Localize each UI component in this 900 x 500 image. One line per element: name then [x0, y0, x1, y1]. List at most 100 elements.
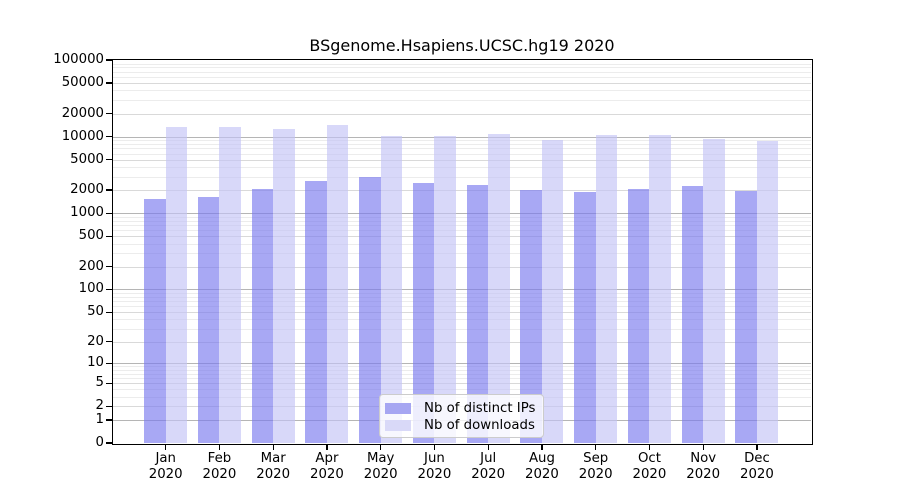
x-tick-label-year: 2020	[525, 466, 559, 482]
bar-downloads-aug	[541, 140, 564, 443]
x-tick-label-month: Jun	[424, 451, 445, 466]
bar-distinct-ips-dec	[735, 191, 757, 443]
x-tick-label-month: May	[366, 451, 395, 466]
gridline	[113, 90, 811, 92]
gridline	[113, 83, 811, 85]
bar-distinct-ips-feb	[197, 197, 220, 443]
x-tick-label-month: Feb	[207, 451, 232, 466]
gridline	[113, 328, 811, 330]
x-tick-label-year: 2020	[686, 466, 721, 482]
x-tick-label: Oct 2020	[620, 451, 678, 482]
y-tick-mark	[106, 288, 112, 291]
y-tick-mark	[106, 82, 112, 84]
x-tick-label-month: Aug	[528, 451, 555, 466]
y-tick-mark	[106, 112, 112, 115]
y-tick-label: 1	[95, 411, 104, 427]
y-tick-mark	[106, 341, 112, 343]
gridline	[113, 296, 811, 298]
gridline	[113, 319, 811, 321]
y-tick-label: 200	[78, 258, 104, 274]
bar-distinct-ips-mar	[251, 189, 274, 443]
x-tick-mark	[218, 444, 221, 450]
bar-downloads-feb	[219, 127, 241, 443]
y-tick-mark	[106, 189, 112, 191]
bar-downloads-jan	[165, 127, 188, 443]
x-tick-mark	[272, 444, 274, 450]
x-tick-label-month: Nov	[690, 451, 717, 466]
gridline	[113, 341, 811, 343]
x-tick-label: Jan 2020	[137, 451, 195, 482]
legend-swatch-downloads-icon	[385, 420, 411, 431]
bar-distinct-ips-may	[359, 177, 381, 443]
gridline	[113, 301, 811, 303]
bar-downloads-may	[380, 136, 403, 443]
x-tick-label-month: Jul	[480, 451, 497, 466]
x-tick-label: Sep 2020	[567, 451, 625, 482]
legend-item-downloads: Nb of downloads	[385, 417, 543, 434]
gridline	[113, 176, 811, 178]
gridline	[113, 190, 811, 192]
gridline	[113, 230, 811, 232]
x-tick-label-month: Sep	[583, 451, 609, 466]
gridline	[113, 153, 811, 155]
gridline	[113, 243, 811, 245]
y-tick-mark	[106, 311, 112, 313]
legend-label-distinct-ips: Nb of distinct IPs	[424, 401, 536, 416]
bar-distinct-ips-nov	[681, 186, 704, 443]
gridline	[113, 148, 811, 150]
y-tick-mark	[106, 362, 112, 364]
y-tick-label: 50	[87, 304, 104, 320]
y-tick-mark	[106, 59, 112, 61]
gridline	[113, 67, 811, 69]
x-tick-label-year: 2020	[363, 466, 398, 482]
x-tick-mark	[326, 444, 328, 450]
gridline	[113, 216, 811, 218]
x-tick-mark	[165, 444, 167, 450]
x-tick-label: Dec 2020	[728, 451, 786, 482]
gridline-major	[113, 363, 811, 365]
x-tick-label-month: Jan	[155, 451, 176, 466]
gridline	[113, 369, 811, 371]
legend-label-downloads: Nb of downloads	[424, 418, 535, 433]
gridline	[113, 383, 811, 385]
gridline	[113, 220, 811, 222]
x-tick-label: Apr 2020	[298, 451, 356, 482]
y-tick-mark	[106, 405, 112, 408]
bar-distinct-ips-jan	[144, 199, 166, 443]
y-tick-mark	[106, 265, 112, 268]
x-tick-label-year: 2020	[310, 466, 344, 482]
bar-downloads-mar	[273, 129, 295, 443]
gridline	[113, 378, 811, 380]
x-tick-label-year: 2020	[256, 466, 291, 482]
x-tick-label-year: 2020	[148, 466, 183, 482]
gridline	[113, 236, 811, 238]
bar-downloads-nov	[703, 138, 725, 443]
x-tick-label: Aug 2020	[513, 451, 571, 482]
y-tick-label: 2000	[70, 182, 104, 198]
gridline	[113, 167, 811, 169]
x-tick-mark	[702, 444, 704, 450]
gridline	[113, 373, 811, 375]
bar-distinct-ips-jul	[466, 185, 489, 443]
x-tick-label-year: 2020	[740, 466, 774, 482]
x-tick-mark	[433, 444, 436, 450]
chart-title: BSgenome.Hsapiens.UCSC.hg19 2020	[309, 36, 615, 55]
y-tick-label: 5	[95, 375, 104, 391]
gridline	[113, 225, 811, 227]
gridline	[113, 389, 811, 391]
x-tick-label: Nov 2020	[674, 451, 732, 482]
x-tick-label-year: 2020	[632, 466, 667, 482]
gridline	[113, 100, 811, 102]
gridline	[113, 292, 811, 294]
y-tick-label: 20000	[61, 105, 104, 121]
bar-downloads-dec	[756, 140, 779, 443]
bar-downloads-jun	[434, 135, 456, 443]
y-tick-mark	[106, 442, 112, 444]
y-tick-label: 500	[78, 228, 104, 244]
y-tick-label: 50000	[61, 75, 104, 91]
gridline	[113, 253, 811, 255]
gridline	[113, 140, 811, 142]
x-tick-label-month: Dec	[744, 451, 770, 466]
x-tick-mark	[487, 444, 489, 450]
gridline	[113, 306, 811, 308]
